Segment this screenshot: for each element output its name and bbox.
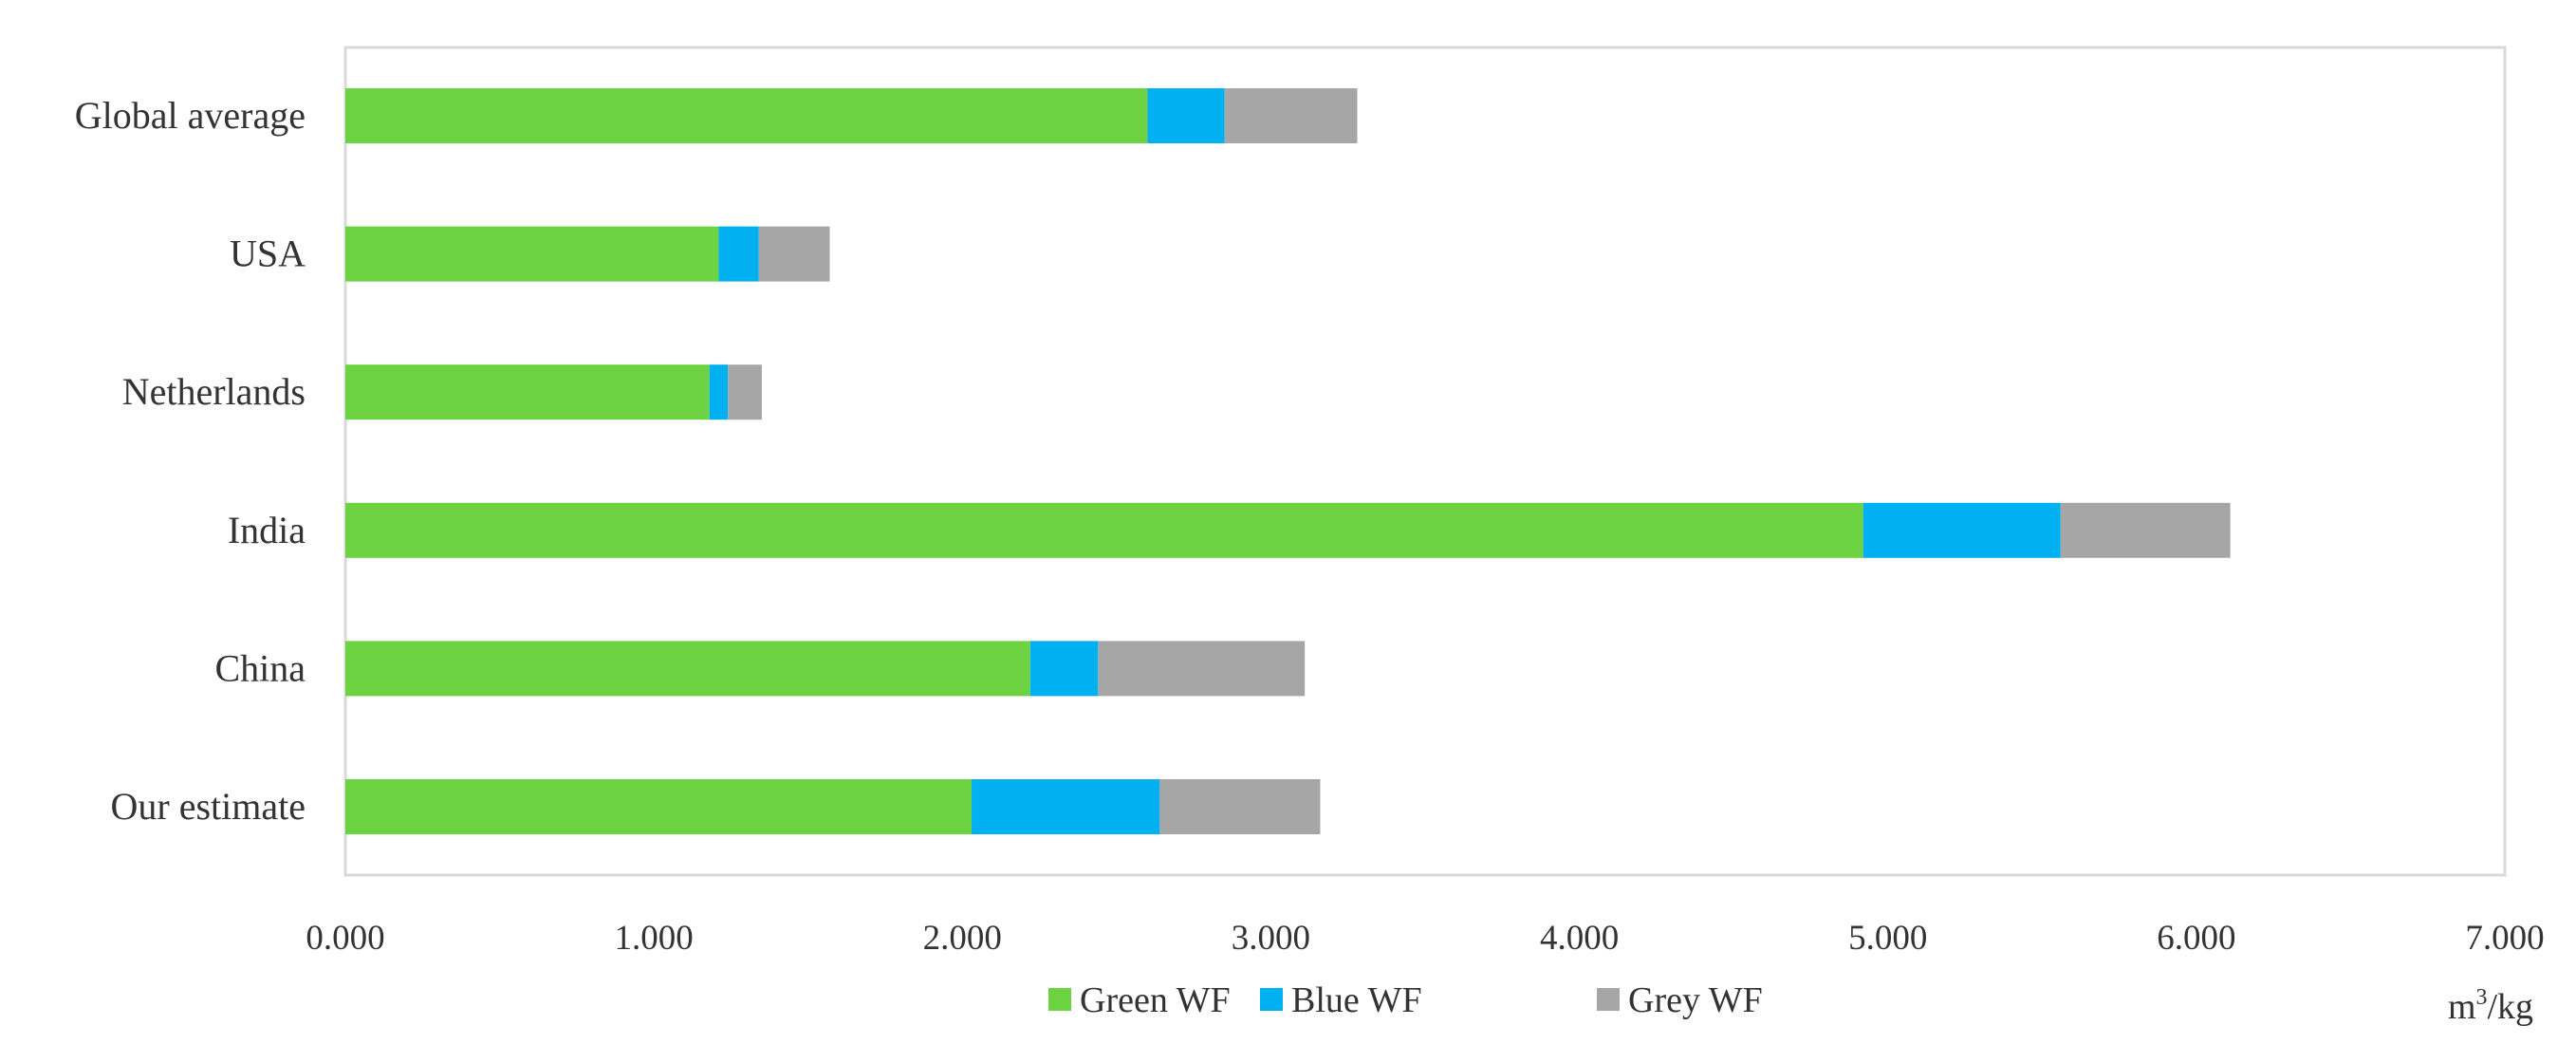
x-tick-label: 2.000 <box>923 919 1002 958</box>
category-label-usa: USA <box>230 233 306 275</box>
bar-india-grey-wf <box>2060 502 2231 558</box>
bar-china-grey-wf <box>1098 641 1306 697</box>
category-label-our-estimate: Our estimate <box>111 785 306 828</box>
bar-china-green-wf <box>345 641 1030 697</box>
category-label-china: China <box>214 646 306 689</box>
x-tick-label: 0.000 <box>306 919 384 958</box>
x-tick-label: 5.000 <box>1848 919 1927 958</box>
bar-netherlands-grey-wf <box>728 364 762 420</box>
x-tick-label: 1.000 <box>615 919 694 958</box>
bar-china-blue-wf <box>1029 641 1099 697</box>
bar-global-average-green-wf <box>345 88 1148 143</box>
x-tick-label: 7.000 <box>2465 919 2544 958</box>
bar-global-average-grey-wf <box>1224 88 1358 143</box>
bar-netherlands-green-wf <box>345 364 710 420</box>
bar-global-average-blue-wf <box>1147 88 1225 143</box>
x-axis-unit-label: m3/kg <box>2448 985 2533 1027</box>
legend-label-grey-wf: Grey WF <box>1628 980 1763 1020</box>
category-label-netherlands: Netherlands <box>122 370 306 413</box>
x-tick-label: 3.000 <box>1232 919 1310 958</box>
legend: Green WF Blue WF Grey WF <box>1048 980 1763 1020</box>
bar-usa-grey-wf <box>758 226 830 282</box>
bar-usa-blue-wf <box>718 226 759 282</box>
category-label-global-average: Global average <box>75 94 306 137</box>
plot-area-border <box>343 46 2507 877</box>
category-labels: Global average USA Netherlands India China Ou… <box>75 94 306 828</box>
category-label-india: India <box>228 509 306 551</box>
bars-layer <box>345 88 2231 834</box>
legend-swatch-grey-wf <box>1597 988 1620 1011</box>
legend-label-blue-wf: Blue WF <box>1291 980 1422 1020</box>
legend-label-green-wf: Green WF <box>1080 980 1231 1020</box>
x-tick-label: 6.000 <box>2157 919 2235 958</box>
x-tick-label: 4.000 <box>1540 919 1619 958</box>
legend-swatch-blue-wf <box>1260 988 1283 1011</box>
legend-swatch-green-wf <box>1048 988 1071 1011</box>
x-axis-tick-labels: 0.000 1.000 2.000 3.000 4.000 5.000 6.000 7.000 <box>306 919 2544 958</box>
bar-usa-green-wf <box>345 226 719 282</box>
bar-our-estimate-green-wf <box>345 779 973 834</box>
bar-india-green-wf <box>345 502 1863 558</box>
bar-netherlands-blue-wf <box>709 364 729 420</box>
bar-india-blue-wf <box>1863 502 2061 558</box>
bar-our-estimate-grey-wf <box>1159 779 1321 834</box>
bar-our-estimate-blue-wf <box>972 779 1160 834</box>
